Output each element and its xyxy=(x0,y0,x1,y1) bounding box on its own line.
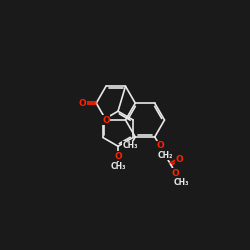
Text: CH₂: CH₂ xyxy=(158,150,173,160)
Text: O: O xyxy=(175,155,183,164)
Text: O: O xyxy=(102,116,110,124)
Text: CH₃: CH₃ xyxy=(110,162,126,171)
Text: O: O xyxy=(114,152,122,161)
Text: CH₃: CH₃ xyxy=(122,142,138,150)
Text: O: O xyxy=(172,169,179,178)
Text: O: O xyxy=(156,142,164,150)
Text: O: O xyxy=(78,98,86,108)
Text: CH₃: CH₃ xyxy=(173,178,189,187)
